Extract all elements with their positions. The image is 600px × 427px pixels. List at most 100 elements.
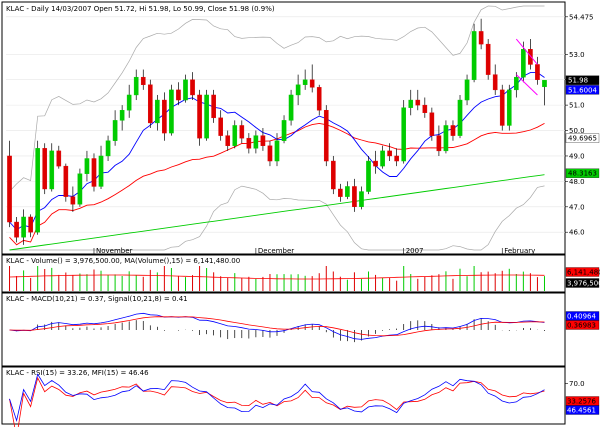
candle-body	[478, 31, 484, 45]
volume-panel-frame	[1, 254, 566, 293]
candle-body	[28, 216, 33, 233]
candle-body	[338, 188, 343, 197]
candle-body	[225, 135, 231, 146]
candle-body	[140, 76, 146, 85]
candle-body	[91, 158, 97, 187]
candle-body	[471, 31, 477, 80]
rsi-tag-box	[565, 405, 600, 415]
candle-body	[105, 140, 111, 157]
macd-tag-box	[565, 320, 600, 330]
candle-body	[232, 125, 238, 146]
candle-body	[147, 84, 153, 124]
price-tag-box	[565, 168, 600, 178]
candle-body	[331, 160, 336, 190]
macd-line	[9, 312, 545, 340]
trendline-upper	[515, 38, 538, 65]
volume-tag-label: 3,976,500	[567, 280, 600, 288]
rsi-title: KLAC - RSI(15) = 33.26, MFI(15) = 46.46	[6, 369, 149, 377]
x-axis-labels: NovemberDecember2007FebruaryMarch	[93, 247, 535, 255]
rsi-tick-label: 70.0	[569, 380, 585, 388]
candle-body	[70, 196, 76, 205]
x-tick-label: 2007	[406, 247, 424, 255]
volume-panel: KLAC - Volume() = 3,976,500.00, MA(Volum…	[1, 254, 600, 293]
bollinger-bands	[9, 5, 545, 251]
rsi-tag-label: 46.4561	[567, 407, 596, 415]
price-tag-label: 49.6965	[568, 135, 597, 143]
candle-body	[183, 79, 188, 101]
candle-body	[7, 155, 12, 223]
trendline-lower	[515, 74, 538, 96]
rsi-panel-frame	[1, 366, 566, 425]
candle-body	[408, 99, 414, 108]
rsi-line	[9, 376, 545, 427]
trendlines	[515, 38, 538, 96]
bollinger-band-upper	[9, 5, 545, 192]
candle-body	[218, 117, 224, 136]
price-gridlines	[6, 16, 565, 233]
candle-body	[267, 145, 273, 162]
price-tag-label: 51.98	[568, 77, 588, 85]
candle-body	[197, 94, 202, 139]
rsi-lines: 70.0	[9, 373, 585, 427]
price-tick-label: 47.0	[569, 203, 585, 211]
volume-tag-label: 6,141,480	[567, 269, 600, 277]
candle-body	[443, 125, 449, 152]
macd-panel: KLAC - MACD(10,21) = 0.37, Signal(10,21,…	[1, 292, 600, 367]
candle-body	[401, 107, 407, 162]
candle-body	[63, 165, 69, 197]
candle-body	[528, 49, 533, 65]
macd-title: KLAC - MACD(10,21) = 0.37, Signal(10,21,…	[6, 295, 188, 303]
candle-body	[323, 110, 329, 162]
mfi-line	[9, 373, 545, 422]
volume-bars	[9, 266, 545, 291]
candle-body	[436, 135, 442, 152]
volume-tag-box	[565, 278, 600, 288]
rsi-panel: KLAC - RSI(15) = 33.26, MFI(15) = 46.46 …	[1, 366, 600, 427]
candle-body	[77, 173, 83, 205]
candle-body	[260, 135, 266, 146]
price-tag-label: 48.3163	[568, 170, 597, 178]
price-tag-label: 51.6004	[568, 86, 597, 94]
chart-title: KLAC - Daily 14/03/2007 Open 51.72, Hi 5…	[6, 5, 275, 13]
candle-body	[84, 158, 90, 174]
candle-body	[14, 221, 19, 238]
volume-tags: 6,141,480 3,976,500	[565, 267, 600, 288]
candle-body	[485, 43, 491, 75]
candle-body	[373, 160, 378, 167]
candle-body	[21, 216, 26, 238]
candle-body	[359, 191, 364, 207]
candle-body	[133, 76, 139, 96]
candle-body	[162, 99, 167, 134]
candle-body	[415, 99, 421, 106]
candle-body	[316, 87, 322, 111]
candle-body	[457, 99, 463, 136]
price-tick-label: 51.0	[569, 102, 585, 110]
volume-title: KLAC - Volume() = 3,976,500.00, MA(Volum…	[6, 257, 240, 265]
candle-body	[492, 74, 498, 91]
candle-body	[387, 150, 392, 157]
ma-long-line	[9, 174, 545, 251]
candle-body	[450, 125, 456, 136]
x-tick-label: November	[96, 247, 133, 255]
candle-body	[352, 186, 357, 207]
x-tick-label: December	[258, 247, 294, 255]
price-tick-label: 48.0	[569, 178, 585, 186]
candle-body	[394, 155, 399, 162]
candle-body	[211, 94, 216, 119]
candle-body	[56, 150, 62, 167]
price-panel: KLAC - Daily 14/03/2007 Open 51.72, Hi 5…	[1, 1, 600, 255]
price-tag-box	[565, 85, 600, 95]
candle-body	[345, 186, 350, 197]
candle-body	[112, 120, 118, 141]
candle-body	[464, 79, 470, 101]
price-tick-label: 46.0	[569, 229, 585, 237]
candle-body	[169, 89, 174, 134]
candle-body	[506, 89, 512, 126]
price-tick-label: 50.0	[569, 127, 585, 135]
candle-body	[288, 94, 294, 121]
candle-body	[309, 79, 315, 88]
